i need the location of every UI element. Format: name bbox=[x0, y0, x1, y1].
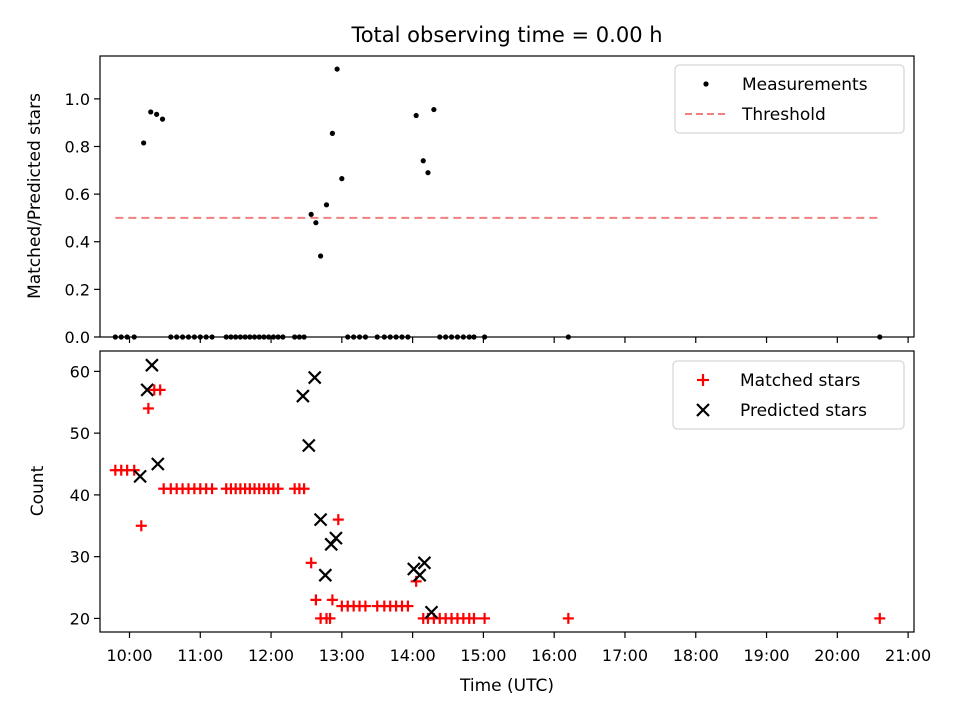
x-tick-label: 17:00 bbox=[602, 646, 648, 665]
matched-star-point bbox=[468, 612, 480, 624]
bottom-panel: 20 30 40 50 60 10:00 11:00 12:00 13:00 14:00 15:0… bbox=[28, 350, 931, 696]
x-tick-label: 20:00 bbox=[814, 646, 860, 665]
top-x-ticks bbox=[128, 337, 909, 343]
x-tick-label: 18:00 bbox=[673, 646, 719, 665]
predicted-star-point bbox=[417, 556, 432, 570]
predicted-star-point bbox=[296, 389, 310, 403]
measurement-point bbox=[308, 211, 314, 217]
x-tick-label: 21:00 bbox=[885, 646, 931, 665]
bottom-legend-box bbox=[672, 360, 905, 430]
x-tick-label: 15:00 bbox=[460, 646, 506, 665]
matched-star-point bbox=[479, 612, 491, 624]
predicted-star-point bbox=[302, 438, 316, 453]
measurement-point bbox=[323, 202, 330, 208]
matched-star-point bbox=[154, 384, 166, 396]
top-y-tick-label: 0.4 bbox=[65, 233, 90, 252]
matched-star-point bbox=[324, 612, 336, 624]
bottom-y-tick-label: 50 bbox=[70, 424, 90, 443]
legend-threshold-label: Threshold bbox=[741, 105, 826, 125]
matched-star-point bbox=[305, 557, 317, 569]
bottom-y-axis-label: Count bbox=[28, 465, 48, 516]
matched-star-point bbox=[298, 483, 310, 495]
measurement-point bbox=[329, 130, 336, 136]
measurement-point bbox=[154, 111, 160, 117]
predicted-star-point bbox=[329, 531, 343, 545]
measurement-point bbox=[318, 253, 324, 259]
top-axes-frame bbox=[99, 55, 915, 338]
predicted-star-point bbox=[412, 568, 427, 582]
bottom-y-tick-label: 40 bbox=[70, 486, 90, 505]
predicted-star-point bbox=[307, 370, 322, 385]
top-y-tick-label: 0.6 bbox=[65, 185, 90, 204]
matched-star-point bbox=[402, 600, 414, 612]
top-panel: 0.0 0.2 0.4 0.6 0.8 1.0 Matched/Predicted sta… bbox=[25, 55, 915, 347]
bottom-axes-frame bbox=[99, 350, 915, 633]
top-y-tick-label: 0.2 bbox=[65, 280, 90, 299]
measurement-point bbox=[159, 116, 166, 122]
predicted-star-point bbox=[145, 358, 159, 372]
legend-predicted-marker bbox=[696, 403, 710, 417]
matched-star-point bbox=[128, 464, 140, 476]
bottom-y-tick-label: 60 bbox=[70, 362, 90, 381]
matched-star-point bbox=[310, 594, 322, 606]
matched-star-point bbox=[562, 612, 574, 624]
matched-star-point bbox=[142, 402, 154, 414]
x-tick-label: 12:00 bbox=[248, 646, 294, 665]
bottom-y-ticks: 20 30 40 50 60 bbox=[70, 362, 100, 628]
legend-measurements-label: Measurements bbox=[742, 75, 868, 95]
legend-matched-label: Matched stars bbox=[740, 371, 860, 391]
measurement-point bbox=[339, 176, 345, 182]
bottom-y-tick-label: 30 bbox=[70, 548, 90, 567]
predicted-star-point bbox=[140, 383, 154, 397]
predicted-star-point bbox=[313, 512, 328, 527]
matched-star-point bbox=[326, 594, 338, 606]
x-tick-label: 13:00 bbox=[319, 646, 365, 665]
top-y-tick-label: 0.8 bbox=[65, 137, 90, 156]
legend-predicted-label: Predicted stars bbox=[740, 401, 867, 421]
bottom-x-ticks: 10:00 11:00 12:00 13:00 14:00 15:00 16:00 17:00… bbox=[106, 632, 931, 665]
measurement-point bbox=[313, 220, 319, 226]
x-tick-label: 11:00 bbox=[177, 646, 223, 665]
top-y-tick-label: 0.0 bbox=[65, 328, 90, 347]
x-tick-label: 10:00 bbox=[106, 646, 152, 665]
predicted-star-point bbox=[318, 568, 333, 582]
measurement-point bbox=[148, 109, 154, 115]
matched-star-point bbox=[359, 600, 371, 612]
measurement-point bbox=[334, 66, 340, 72]
x-tick-label: 19:00 bbox=[743, 646, 789, 665]
matched-star-point bbox=[206, 483, 218, 495]
matched-star-point bbox=[135, 520, 147, 532]
measurement-point bbox=[425, 170, 431, 176]
top-y-ticks: 0.0 0.2 0.4 0.6 0.8 1.0 bbox=[65, 90, 100, 347]
matched-star-point bbox=[272, 483, 284, 495]
matched-star-point bbox=[332, 514, 344, 526]
x-axis-label: Time (UTC) bbox=[459, 676, 554, 696]
chart-title: Total observing time = 0.00 h bbox=[350, 23, 662, 47]
bottom-y-tick-label: 20 bbox=[70, 609, 90, 628]
x-tick-label: 14:00 bbox=[390, 646, 436, 665]
predicted-star-point bbox=[133, 469, 147, 484]
bottom-plot-area bbox=[109, 358, 886, 624]
measurement-point bbox=[413, 112, 419, 119]
legend-measurements-marker bbox=[703, 81, 709, 87]
predicted-star-point bbox=[151, 457, 165, 471]
measurement-point bbox=[141, 140, 147, 146]
top-legend: Measurements Threshold bbox=[674, 64, 905, 134]
top-legend-box bbox=[674, 64, 905, 134]
top-y-axis-label: Matched/Predicted stars bbox=[25, 93, 45, 299]
measurement-point bbox=[431, 106, 437, 113]
predicted-star-point bbox=[424, 605, 439, 620]
matched-star-point bbox=[874, 612, 886, 624]
bottom-legend: Matched stars Predicted stars bbox=[672, 360, 905, 430]
legend-matched-marker bbox=[697, 374, 709, 386]
measurement-point bbox=[420, 158, 426, 164]
top-y-tick-label: 1.0 bbox=[65, 90, 90, 109]
x-tick-label: 16:00 bbox=[531, 646, 577, 665]
